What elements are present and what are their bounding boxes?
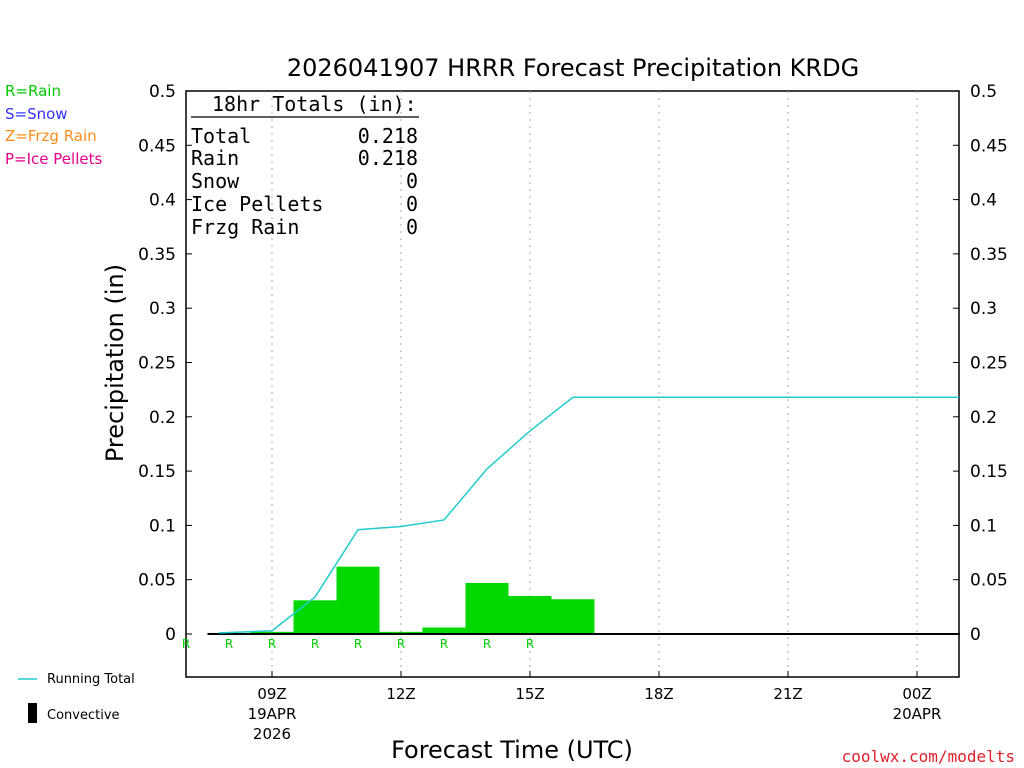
x-tick-18z: 18Z [644, 685, 673, 703]
ptype-key: R=Rain S=Snow Z=Frzg Rain P=Ice Pellets [5, 82, 102, 168]
y-tick-left-0.05: 0.05 [138, 571, 176, 591]
legend: Running Total Convective [18, 672, 135, 723]
x-tick-12z: 12Z [386, 685, 415, 703]
plot-frame [185, 90, 960, 678]
y-axis-ticks: 0 00.05 0.050.1 0.10.15 0.150.2 0.20.25 0.250.… [138, 82, 1008, 645]
ptype-key-snow: S=Snow [5, 105, 68, 123]
credit-text: coolwx.com/modelts [842, 747, 1015, 766]
y-tick-left-0.4: 0.4 [149, 191, 176, 211]
ptype-label-16: R [526, 637, 534, 651]
running-total-line [218, 396, 959, 634]
bar-9 [250, 631, 294, 634]
x-tick-date-20apr: 20APR [893, 705, 942, 723]
legend-convective-swatch [28, 703, 37, 723]
x-tick-date-19apr: 19APR [248, 705, 297, 723]
y-tick-right-0.2: 0.2 [970, 408, 997, 428]
ptype-label-15: R [483, 637, 491, 651]
y-tick-left-0: 0 [165, 625, 176, 645]
bar-13 [422, 627, 466, 634]
y-tick-right-0.4: 0.4 [970, 191, 997, 211]
totals-label-rain: Rain [191, 146, 239, 170]
y-tick-right-0.3: 0.3 [970, 299, 997, 319]
totals-box: 18hr Totals (in): Total 0.218 Rain 0.218… [191, 92, 419, 239]
x-tick-09z: 09Z [257, 685, 286, 703]
y-tick-right-0.45: 0.45 [970, 136, 1008, 156]
bar-16 [551, 599, 595, 634]
y-tick-left-0.35: 0.35 [138, 245, 176, 265]
legend-convective-label: Convective [47, 708, 120, 723]
totals-label-snow: Snow [191, 169, 240, 193]
y-tick-right-0.1: 0.1 [970, 516, 997, 536]
bar-11 [336, 566, 380, 634]
totals-label-total: Total [191, 124, 251, 148]
totals-value-ice-pellets: 0 [406, 192, 418, 216]
x-tick-15z: 15Z [515, 685, 544, 703]
x-axis-label: Forecast Time (UTC) [391, 736, 633, 764]
y-tick-right-0.35: 0.35 [970, 245, 1008, 265]
bar-series [207, 566, 595, 634]
bar-14 [465, 582, 509, 634]
y-tick-left-0.25: 0.25 [138, 354, 176, 374]
ptype-label-11: R [311, 637, 319, 651]
ptype-key-rain: R=Rain [5, 82, 61, 100]
totals-label-ice-pellets: Ice Pellets [191, 192, 323, 216]
totals-value-total: 0.218 [358, 124, 418, 148]
ptype-label-9: R [225, 637, 233, 651]
ptype-label-13: R [397, 637, 405, 651]
totals-label-frzg-rain: Frzg Rain [191, 215, 299, 239]
totals-value-rain: 0.218 [358, 146, 418, 170]
x-tick-21z: 21Z [773, 685, 802, 703]
totals-value-frzg-rain: 0 [406, 215, 418, 239]
y-tick-right-0.5: 0.5 [970, 82, 997, 102]
y-tick-right-0.15: 0.15 [970, 462, 1008, 482]
totals-header: 18hr Totals (in): [212, 92, 417, 116]
running-total-series [218, 396, 959, 634]
ptype-key-frzg-rain: Z=Frzg Rain [5, 127, 97, 145]
y-tick-left-0.3: 0.3 [149, 299, 176, 319]
y-tick-left-0.1: 0.1 [149, 516, 176, 536]
y-tick-left-0.2: 0.2 [149, 408, 176, 428]
y-tick-left-0.45: 0.45 [138, 136, 176, 156]
y-tick-left-0.15: 0.15 [138, 462, 176, 482]
y-tick-right-0.05: 0.05 [970, 571, 1008, 591]
ptype-label-14: R [440, 637, 448, 651]
legend-running-total-label: Running Total [47, 672, 135, 687]
x-tick-year-2026: 2026 [253, 725, 291, 743]
totals-value-snow: 0 [406, 169, 418, 193]
bar-15 [508, 595, 552, 634]
x-tick-00z: 00Z [902, 685, 931, 703]
y-axis-label: Precipitation (in) [101, 264, 129, 462]
bar-10 [293, 600, 337, 634]
chart-title: 2026041907 HRRR Forecast Precipitation K… [287, 54, 859, 82]
ptype-label-12: R [354, 637, 362, 651]
y-tick-right-0.25: 0.25 [970, 354, 1008, 374]
ptype-key-ice-pellets: P=Ice Pellets [5, 150, 102, 168]
ptype-label-10: R [268, 637, 276, 651]
y-tick-right-0: 0 [970, 625, 981, 645]
bar-12 [379, 631, 423, 634]
x-axis-ticks: 09Z 19APR 2026 12Z 15Z 18Z 21Z 00Z 20APR [248, 671, 942, 743]
ptype-label-8: R [182, 637, 190, 651]
y-tick-left-0.5: 0.5 [149, 82, 176, 102]
